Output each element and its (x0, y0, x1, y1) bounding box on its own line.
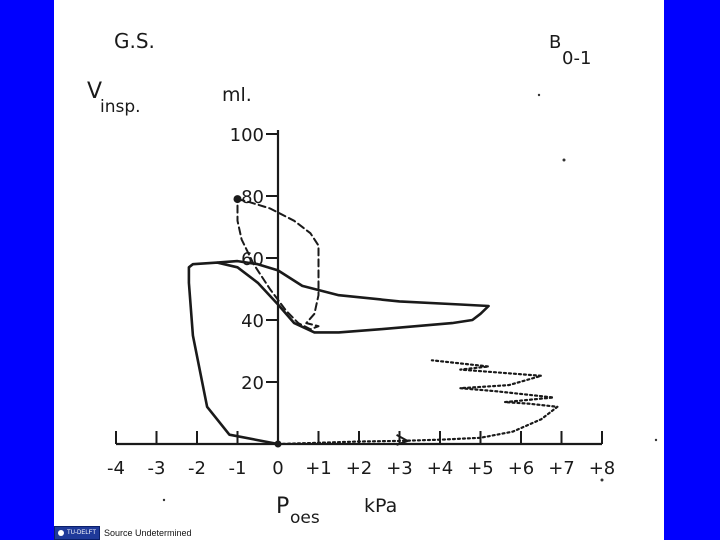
y-tick-label: 40 (241, 311, 264, 332)
y-axis-label-sub: insp. (100, 97, 141, 117)
series-line-solid (187, 259, 490, 446)
x-axis-unit: kPa (364, 495, 397, 517)
stray-dot (600, 478, 604, 482)
corner-label-left: G.S. (114, 29, 155, 53)
y-tick-label: 20 (241, 373, 264, 394)
dashed-loop-start-dot (233, 195, 242, 204)
university-logo: TU-DELFT (54, 526, 100, 540)
stray-dot (537, 93, 541, 97)
series-line-dashed (236, 198, 320, 331)
direction-arrow-icon (396, 434, 410, 446)
logo-text: TU-DELFT (67, 530, 96, 536)
x-tick-label: -1 (229, 458, 247, 479)
x-tick-label: +2 (346, 458, 373, 479)
x-tick-label: +1 (305, 458, 332, 479)
x-tick-label: -2 (188, 458, 206, 479)
source-caption: Source Undetermined (104, 528, 192, 538)
x-tick-label: +3 (386, 458, 413, 479)
x-tick-label: +7 (548, 458, 575, 479)
x-tick-label: +5 (467, 458, 494, 479)
x-tick-label: 0 (272, 458, 283, 479)
stray-dot (562, 158, 566, 162)
x-axis-label-sub: oes (290, 508, 320, 526)
y-tick-label: 80 (241, 187, 264, 208)
logo-mark-icon (58, 530, 64, 536)
x-tick-label: -4 (107, 458, 125, 479)
y-tick-label: 60 (241, 249, 264, 270)
x-tick-label: -3 (148, 458, 166, 479)
series-line-dotted (276, 359, 559, 446)
footer: TU-DELFT Source Undetermined (54, 526, 254, 540)
y-tick-label: 100 (230, 125, 264, 146)
x-tick-label: +6 (508, 458, 535, 479)
x-tick-label: +4 (427, 458, 454, 479)
stray-dot (654, 438, 658, 442)
figure-panel: G.S. B 0-1 V insp. ml. P oes kPa -4 -3 -2 -… (54, 0, 664, 540)
corner-label-right: B (549, 32, 561, 53)
x-axis-label: P (276, 494, 289, 519)
origin-dot (274, 440, 282, 448)
y-axis-unit: ml. (222, 84, 252, 106)
y-axis-label: V (87, 79, 102, 104)
stray-dot (162, 498, 166, 502)
corner-label-right-sub: 0-1 (562, 48, 591, 69)
pressure-volume-chart: G.S. B 0-1 V insp. ml. P oes kPa -4 -3 -2 -… (87, 29, 658, 526)
x-tick-label: +8 (589, 458, 616, 479)
